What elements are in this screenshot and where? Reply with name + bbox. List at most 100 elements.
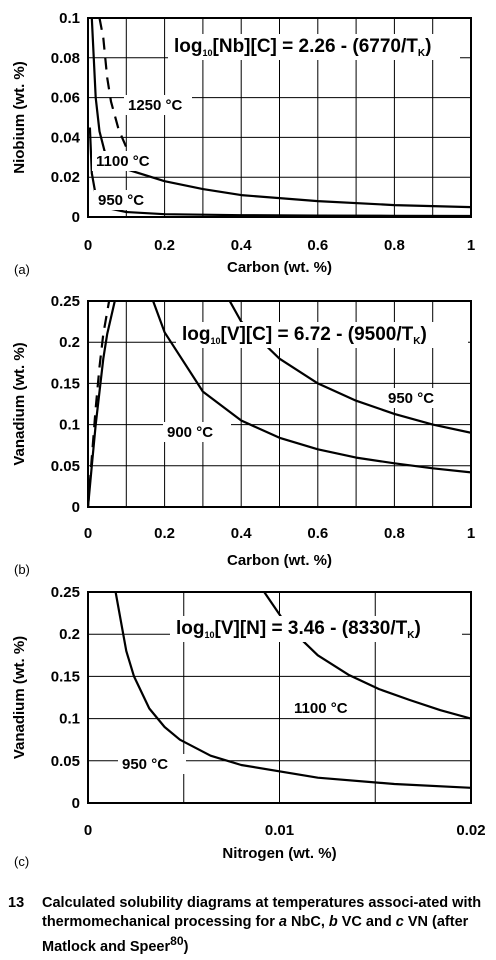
y-tick-label: 0.1 <box>59 10 80 27</box>
x-tick-label: 0 <box>84 237 92 254</box>
x-tick-label: 0.6 <box>307 525 328 542</box>
curve-label: 1250 °C <box>128 97 183 114</box>
equation-sub-k: K <box>407 630 415 641</box>
y-tick-label: 0.1 <box>59 417 80 434</box>
y-tick-label: 0.25 <box>51 293 80 310</box>
curve-label: 1100 °C <box>294 700 348 717</box>
chart-a: 0 0.02 0.04 0.06 0.08 0.1 0 0.2 0.4 0.6 0.8 1 Carbon… <box>11 10 475 277</box>
equation-sub: 10 <box>211 336 221 346</box>
series-line <box>90 18 471 209</box>
curve-label: 950 °C <box>98 192 144 209</box>
x-tick-label: 0.2 <box>154 237 175 254</box>
caption-number: 13 <box>8 895 25 911</box>
y-tick-label: 0.15 <box>51 668 80 685</box>
x-axis-label: Carbon (wt. %) <box>227 552 332 569</box>
caption-part-8: ) <box>183 938 189 955</box>
equation-sub: 10 <box>205 630 215 640</box>
x-tick-label: 0 <box>84 822 92 839</box>
x-axis-label: Carbon (wt. %) <box>227 259 332 276</box>
equation: log10[V][N] = 3.46 - (8330/TK) <box>176 618 421 641</box>
x-axis-label: Nitrogen (wt. %) <box>222 845 336 862</box>
caption-text: Calculated solubility diagrams at temper… <box>42 894 492 957</box>
series-line <box>228 301 471 434</box>
x-tick-label: 0.2 <box>154 525 175 542</box>
equation-background <box>170 616 462 642</box>
plot-frame <box>87 17 472 218</box>
equation-log: log <box>176 618 205 639</box>
caption-part-1: a <box>278 914 287 930</box>
curve-label-background <box>384 388 452 408</box>
curve-label-background <box>290 698 358 718</box>
equation-close: ) <box>420 324 426 345</box>
caption-part-2: NbC, <box>286 914 329 930</box>
x-tick-label: 0.01 <box>265 822 294 839</box>
equation-close: ) <box>425 36 431 57</box>
equation-background <box>176 322 468 348</box>
panel-label: (c) <box>14 854 29 869</box>
caption-part-0: Calculated solubility diagrams at temper… <box>42 895 482 930</box>
x-tick-label: 0.6 <box>307 237 328 254</box>
series-line <box>152 301 471 474</box>
curve-label-background <box>92 151 160 171</box>
y-tick-label: 0.05 <box>51 458 80 475</box>
series-line <box>98 18 132 154</box>
x-tick-label: 0.4 <box>231 237 253 254</box>
panel-label: (b) <box>14 562 30 577</box>
y-axis-label: Niobium (wt. %) <box>11 61 28 174</box>
y-tick-label: 0.02 <box>51 169 80 186</box>
equation-sub-k: K <box>413 336 421 347</box>
x-tick-label: 0.4 <box>231 525 253 542</box>
curve-label: 900 °C <box>167 424 213 441</box>
y-tick-label: 0.04 <box>51 129 81 146</box>
equation-sub: 10 <box>203 48 213 58</box>
caption-part-3: b <box>328 914 338 930</box>
y-tick-label: 0.06 <box>51 90 80 107</box>
curve-label: 950 °C <box>122 756 168 773</box>
x-tick-label: 0.8 <box>384 525 405 542</box>
y-tick-label: 0 <box>72 499 80 516</box>
x-tick-label: 0 <box>84 525 92 542</box>
y-tick-label: 0.05 <box>51 753 80 770</box>
y-tick-label: 0.1 <box>59 711 80 728</box>
plot-frame <box>87 591 472 804</box>
curve-label: 1100 °C <box>96 153 150 170</box>
curve-label-background <box>118 754 186 774</box>
x-tick-label: 0.02 <box>456 822 485 839</box>
caption-part-5: c <box>395 914 404 930</box>
caption-ref: 80 <box>170 934 184 948</box>
y-tick-label: 0.2 <box>59 626 80 643</box>
equation: log10[Nb][C] = 2.26 - (6770/TK) <box>174 36 431 59</box>
equation-body: [V][N] = 3.46 - (8330/T <box>215 618 408 639</box>
x-tick-label: 1 <box>467 237 475 254</box>
y-tick-label: 0.2 <box>59 334 80 351</box>
equation-log: log <box>182 324 211 345</box>
solubility-figure: 0 0.02 0.04 0.06 0.08 0.1 0 0.2 0.4 0.6 0.8 1 Carbon… <box>11 10 486 869</box>
series-line <box>114 592 471 789</box>
y-tick-label: 0 <box>72 795 80 812</box>
equation-log: log <box>174 36 203 57</box>
plot-frame <box>87 300 472 508</box>
caption-part-4: VC and <box>337 914 396 930</box>
chart-b: 0 0.05 0.1 0.15 0.2 0.25 0 0.2 0.4 0.6 0.8 1 Carbon … <box>11 293 475 577</box>
equation: log10[V][C] = 6.72 - (9500/TK) <box>182 324 427 347</box>
y-tick-label: 0 <box>72 209 80 226</box>
curve-label-background <box>94 190 162 210</box>
series-line <box>88 301 116 507</box>
x-tick-label: 1 <box>467 525 475 542</box>
equation-close: ) <box>414 618 420 639</box>
curve-label-background <box>163 422 231 442</box>
y-tick-label: 0.25 <box>51 584 80 601</box>
y-axis-label: Vanadium (wt. %) <box>11 636 28 759</box>
y-tick-label: 0.08 <box>51 50 80 67</box>
y-axis-label: Vanadium (wt. %) <box>11 342 28 465</box>
chart-c: 0 0.05 0.1 0.15 0.2 0.25 0 0.01 0.02 Nitrogen (wt… <box>11 584 486 869</box>
x-tick-label: 0.8 <box>384 237 405 254</box>
equation-body: [Nb][C] = 2.26 - (6770/T <box>213 36 419 57</box>
equation-body: [V][C] = 6.72 - (9500/T <box>221 324 414 345</box>
curve-label-background <box>124 95 192 115</box>
equation-sub-k: K <box>418 48 426 59</box>
series-line <box>88 127 471 217</box>
y-tick-label: 0.15 <box>51 375 80 392</box>
caption-part-6: VN (after Matlock and Speer <box>42 914 469 955</box>
curve-label: 950 °C <box>388 390 434 407</box>
